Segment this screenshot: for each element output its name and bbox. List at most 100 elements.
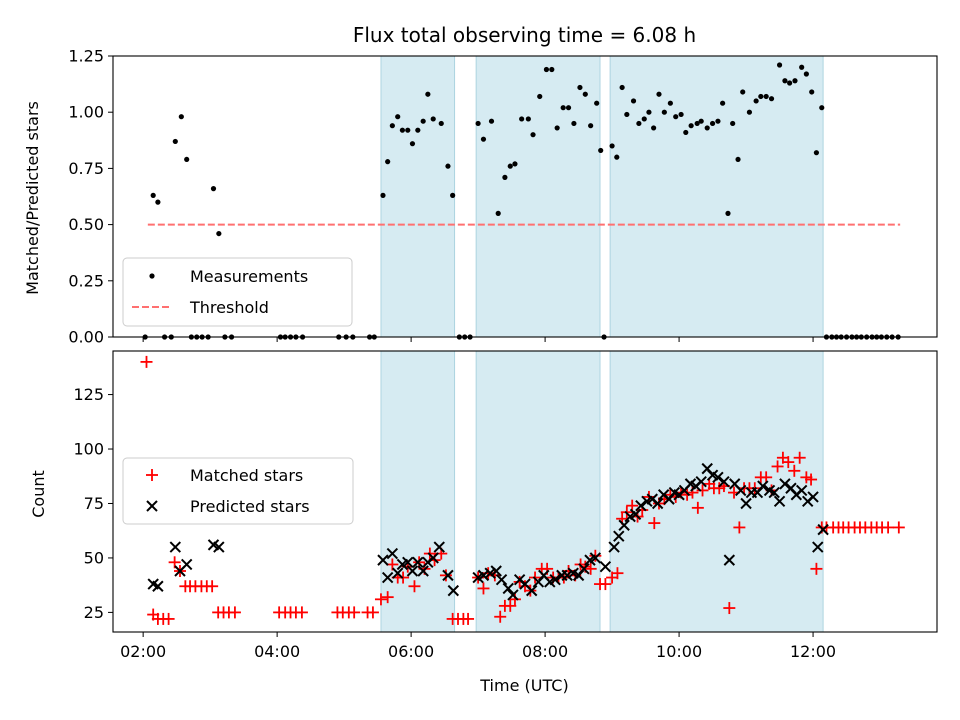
matched-point: [892, 521, 905, 534]
predicted-point: [712, 471, 724, 484]
matched-point: [408, 580, 421, 593]
matched-point: [810, 562, 823, 575]
measurement-point: [636, 120, 642, 127]
bottom-y-tick-label: 125: [73, 385, 104, 404]
measurement-point: [480, 136, 487, 142]
measurement-point: [184, 156, 190, 163]
bottom-y-tick-label: 25: [84, 603, 104, 622]
predicted-point: [740, 497, 752, 510]
measurement-point: [502, 174, 508, 180]
matched-point: [805, 473, 818, 486]
x-tick-label: 12:00: [790, 642, 836, 661]
measurement-point: [495, 210, 501, 216]
measurement-point: [565, 105, 572, 111]
matched-point: [733, 521, 746, 534]
top-y-tick-label: 1.25: [68, 47, 104, 66]
predicted-point: [417, 565, 429, 577]
measurement-point: [420, 118, 426, 124]
measurement-point: [725, 210, 731, 216]
predicted-point: [561, 569, 573, 582]
matched-point: [348, 606, 361, 619]
measurement-point: [530, 132, 536, 138]
predicted-point: [618, 519, 630, 531]
top-legend: Measurements Threshold: [122, 257, 353, 327]
matched-point: [723, 602, 736, 615]
measurement-point: [688, 123, 694, 129]
x-tick-label: 06:00: [388, 642, 434, 661]
matched-point: [140, 355, 153, 368]
predicted-point: [773, 495, 786, 508]
predicted-point: [695, 475, 707, 488]
bottom-observing-window-0: [380, 350, 456, 633]
matched-point: [793, 451, 806, 464]
measurement-point: [488, 118, 495, 124]
measurement-point: [571, 120, 577, 127]
measurement-point: [525, 116, 531, 122]
measurement-point: [803, 71, 809, 77]
predicted-point: [406, 565, 419, 577]
measurement-point: [740, 89, 746, 95]
matched-point: [782, 456, 795, 469]
measurement-point: [172, 138, 178, 145]
measurement-point: [787, 80, 793, 86]
measurement-point: [609, 143, 615, 149]
predicted-point: [152, 580, 164, 592]
measurement-point: [395, 114, 401, 120]
measurement-point: [673, 114, 679, 120]
predicted-point: [484, 567, 496, 579]
measurement-point: [683, 129, 689, 136]
predicted-point: [213, 541, 225, 553]
measurement-point: [512, 161, 518, 167]
measurement-point: [409, 141, 416, 147]
chart-title: Flux total observing time = 6.08 h: [353, 23, 696, 47]
predicted-point: [402, 556, 414, 569]
matched-point: [584, 562, 597, 575]
matched-point: [228, 606, 241, 619]
bottom-y-tick-label: 75: [84, 494, 104, 513]
legend-measurements-marker: [149, 273, 155, 279]
measurement-point: [389, 123, 395, 129]
predicted-point: [180, 558, 193, 571]
predicted-point: [549, 574, 561, 586]
legend-matched-label: Matched stars: [190, 466, 303, 485]
top-y-tick-label: 0.00: [68, 328, 104, 347]
measurement-point: [746, 109, 753, 115]
predicted-point: [525, 584, 538, 597]
matched-point: [681, 488, 694, 501]
matched-point: [482, 567, 495, 580]
measurement-point: [709, 120, 716, 127]
predicted-point: [608, 541, 620, 553]
predicted-point: [169, 541, 182, 553]
measurement-point: [216, 230, 222, 237]
predicted-point: [589, 552, 602, 564]
matched-point: [504, 599, 517, 612]
predicted-point: [629, 508, 642, 521]
top-y-tick-label: 0.25: [68, 271, 104, 290]
predicted-point: [447, 584, 460, 597]
predicted-point: [433, 541, 445, 553]
predicted-point: [381, 571, 394, 584]
matched-point: [691, 501, 704, 514]
measurement-point: [430, 116, 436, 122]
matched-point: [648, 517, 661, 530]
measurement-point: [619, 84, 625, 91]
measurement-point: [763, 93, 769, 100]
measurement-point: [720, 100, 726, 106]
matched-point: [696, 484, 709, 497]
predicted-point: [812, 541, 824, 553]
measurement-point: [819, 105, 825, 111]
series-predicted-stars: [147, 462, 829, 601]
measurement-point: [519, 116, 525, 122]
measurement-point: [782, 78, 788, 84]
legend-measurements-label: Measurements: [190, 267, 308, 286]
top-legend-box: [122, 257, 353, 327]
measurement-point: [809, 89, 815, 95]
predicted-point: [779, 478, 791, 490]
measurement-point: [450, 192, 456, 198]
measurement-point: [715, 118, 721, 124]
measurement-point: [704, 125, 710, 131]
bottom-y-axis-label: Count: [29, 470, 48, 518]
bottom-observing-window-2: [609, 350, 824, 633]
matched-point: [168, 556, 181, 569]
x-tick-label: 02:00: [120, 642, 166, 661]
